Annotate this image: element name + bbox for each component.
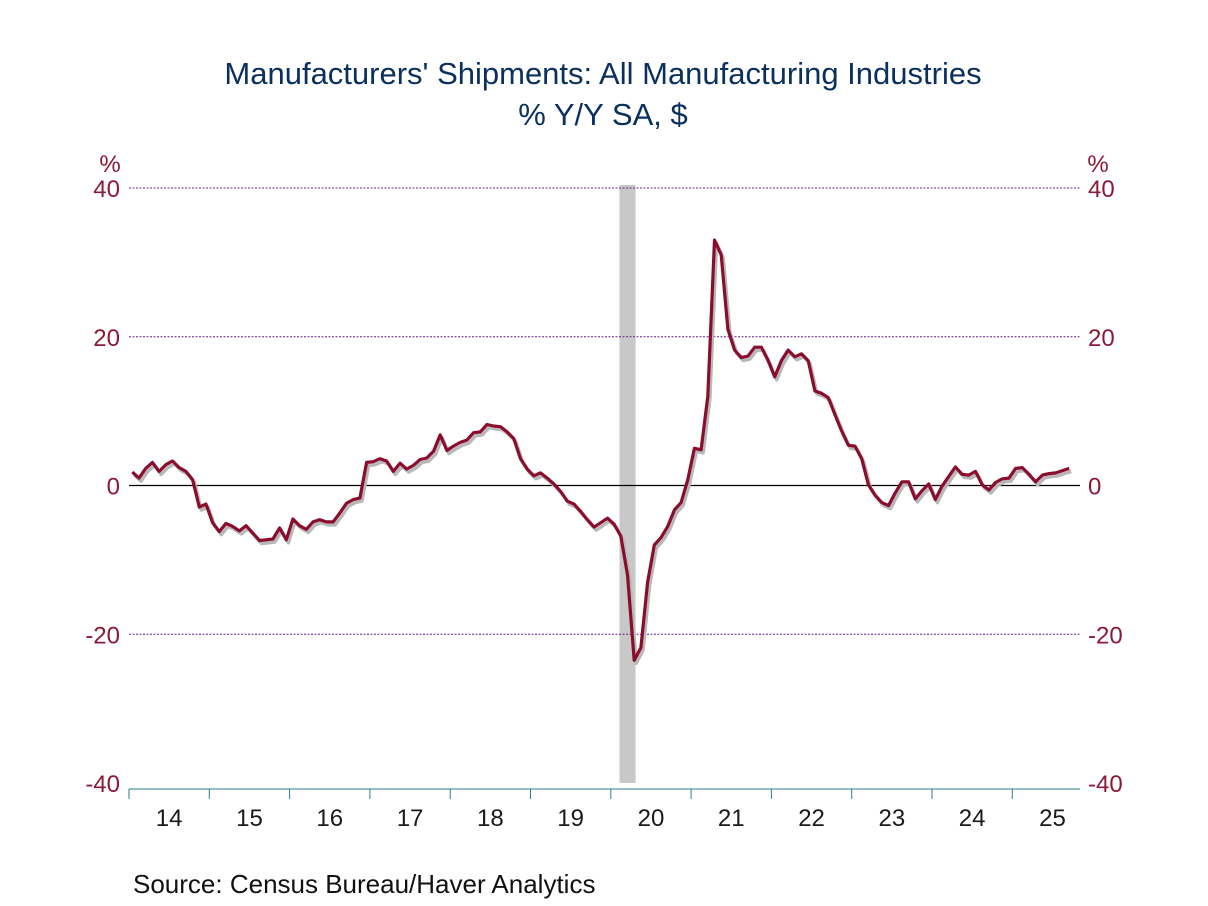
y-tick-label-right: 20: [1088, 325, 1115, 352]
x-tick-label: 22: [798, 805, 825, 832]
x-tick-label: 14: [156, 805, 183, 832]
y-tick-label-right: -20: [1088, 622, 1123, 649]
series-layer: [131, 238, 1072, 666]
source-note: Source: Census Bureau/Haver Analytics: [133, 869, 595, 899]
y-tick-label-right: 40: [1088, 176, 1115, 203]
chart-subtitle: % Y/Y SA, $: [518, 97, 687, 132]
y-axis-unit-right: %: [1087, 151, 1108, 178]
x-axis: 14 15 16 17 18 19 20 21 22 23 24 25: [128, 788, 1080, 832]
x-tick-label: 21: [718, 805, 745, 832]
y-tick-label-left: 20: [93, 325, 120, 352]
x-tick-label: 20: [638, 805, 665, 832]
y-tick-label-right: -40: [1088, 771, 1123, 798]
x-tick-label: 17: [397, 805, 424, 832]
series-line: [131, 238, 1070, 662]
y-tick-label-left: -20: [85, 622, 120, 649]
x-tick-label: 16: [316, 805, 343, 832]
y-tick-label-right: 0: [1088, 474, 1101, 501]
y-axis-unit-left: %: [99, 151, 120, 178]
y-tick-label-left: -40: [85, 771, 120, 798]
y-axis-left: 40 20 0 -20 -40: [85, 176, 120, 798]
recession-shading: [619, 185, 636, 783]
gridlines: [129, 187, 1080, 635]
y-tick-label-left: 0: [107, 474, 120, 501]
x-tick-label: 19: [557, 805, 584, 832]
x-tick-label: 15: [236, 805, 263, 832]
x-tick-label: 23: [878, 805, 905, 832]
x-tick-label: 25: [1039, 805, 1066, 832]
y-axis-right: 40 20 0 -20 -40: [1088, 176, 1123, 798]
chart-title: Manufacturers' Shipments: All Manufactur…: [224, 56, 981, 91]
x-tick-label: 18: [477, 805, 504, 832]
series-line-shadow: [133, 241, 1072, 666]
recession-bar: [619, 185, 636, 783]
y-tick-label-left: 40: [93, 176, 120, 203]
x-tick-label: 24: [959, 805, 986, 832]
